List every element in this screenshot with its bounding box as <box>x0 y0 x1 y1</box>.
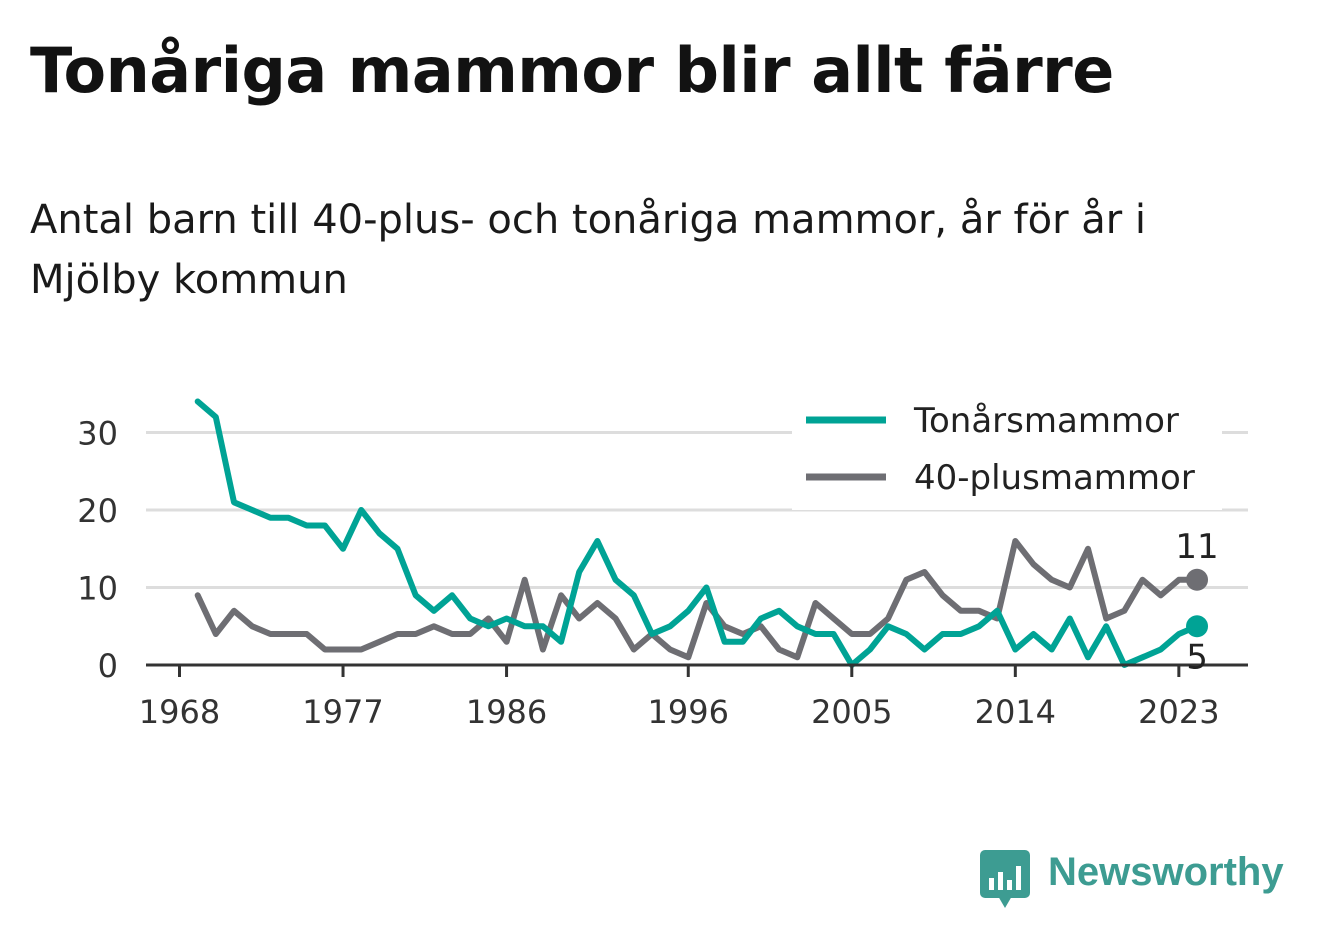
end-markers: 11 5 <box>1175 527 1218 678</box>
x-tick-label: 1968 <box>139 693 220 731</box>
x-tick-label: 1996 <box>648 693 729 731</box>
end-value-label: 5 <box>1186 637 1208 677</box>
end-point-marker <box>1186 568 1209 591</box>
brand-name: Newsworthy <box>1048 850 1284 894</box>
x-tick-label: 1986 <box>466 693 547 731</box>
legend: Tonårsmammor 40-plusmammor <box>792 398 1222 510</box>
legend-label: Tonårsmammor <box>913 401 1179 441</box>
x-tick-label: 2005 <box>811 693 892 731</box>
newsworthy-logo-icon <box>980 850 1030 908</box>
legend-label: 40-plusmammor <box>914 458 1195 498</box>
x-tick-label: 1977 <box>302 693 383 731</box>
end-value-label: 11 <box>1175 527 1218 567</box>
brand-logo: Newsworthy <box>980 848 1300 912</box>
y-tick-label: 10 <box>77 570 118 608</box>
x-tick-label: 2023 <box>1138 693 1219 731</box>
y-tick-label: 30 <box>77 415 118 453</box>
end-point-marker <box>1186 615 1209 638</box>
y-tick-label: 0 <box>98 647 118 685</box>
chart-subtitle: Antal barn till 40-plus- och tonåriga ma… <box>30 197 1147 303</box>
x-axis: 1968 1977 1986 1996 2005 2014 2023 <box>139 663 1248 731</box>
series-line-1 <box>194 538 1200 661</box>
chart-title: Tonåriga mammor blir allt färre <box>30 34 1114 107</box>
series-line-0 <box>194 398 1200 668</box>
series-lines <box>194 398 1200 668</box>
x-tick-label: 2014 <box>975 693 1056 731</box>
y-tick-label: 20 <box>77 492 118 530</box>
